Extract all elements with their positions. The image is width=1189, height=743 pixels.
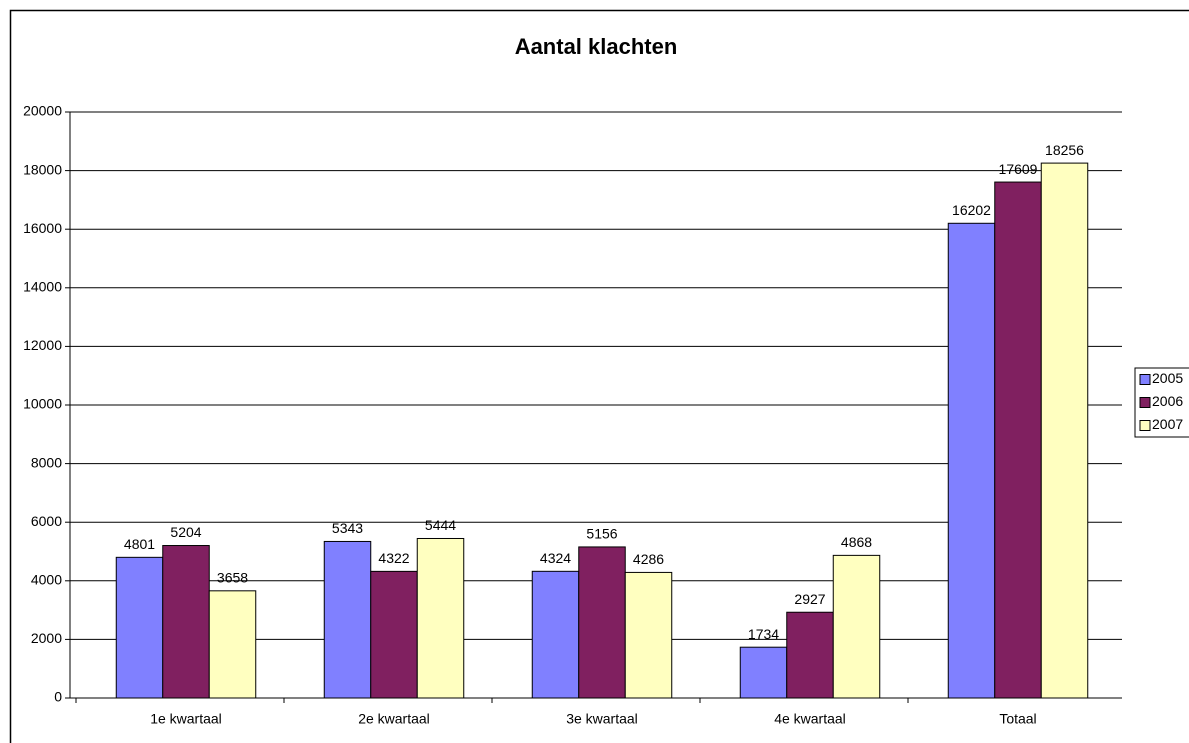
chart-title: Aantal klachten xyxy=(515,34,678,59)
bar xyxy=(416,537,465,699)
data-label: 4801 xyxy=(124,536,155,552)
bar xyxy=(323,540,372,699)
legend-swatch xyxy=(1139,420,1151,431)
bar xyxy=(531,570,580,699)
y-tick-label: 0 xyxy=(54,689,62,705)
x-tick-label: Totaal xyxy=(999,711,1036,727)
bar xyxy=(739,646,788,699)
legend-swatch xyxy=(1139,374,1151,385)
y-tick-label: 10000 xyxy=(23,396,62,412)
bar xyxy=(994,181,1042,699)
y-tick-label: 20000 xyxy=(23,103,62,119)
x-tick-label: 3e kwartaal xyxy=(566,711,638,727)
legend-swatch xyxy=(1139,397,1151,408)
y-tick-label: 14000 xyxy=(23,279,62,295)
bar xyxy=(162,545,210,699)
data-label: 4324 xyxy=(540,550,571,566)
y-tick-label: 6000 xyxy=(31,513,62,529)
y-tick-label: 2000 xyxy=(31,630,62,646)
data-label: 4868 xyxy=(841,534,872,550)
bar xyxy=(208,590,257,699)
y-tick-label: 4000 xyxy=(31,572,62,588)
data-label: 5444 xyxy=(425,517,456,533)
y-tick-label: 18000 xyxy=(23,161,62,177)
data-label: 4286 xyxy=(633,551,664,567)
data-label: 5156 xyxy=(586,526,617,542)
bar xyxy=(947,222,996,699)
bar xyxy=(115,556,164,699)
data-label: 2927 xyxy=(794,591,825,607)
bar xyxy=(624,571,673,699)
x-tick-label: 4e kwartaal xyxy=(774,711,846,727)
bar xyxy=(370,570,418,699)
y-tick-label: 16000 xyxy=(23,220,62,236)
data-label: 17609 xyxy=(999,161,1038,177)
data-label: 18256 xyxy=(1045,142,1084,158)
data-label: 5343 xyxy=(332,520,363,536)
legend-label: 2005 xyxy=(1152,370,1183,386)
bar xyxy=(832,554,881,699)
bar xyxy=(786,611,834,699)
data-label: 3658 xyxy=(217,570,248,586)
y-tick-label: 8000 xyxy=(31,454,62,470)
data-label: 16202 xyxy=(952,202,991,218)
legend-label: 2006 xyxy=(1152,393,1183,409)
bar xyxy=(578,546,626,699)
data-label: 1734 xyxy=(748,626,779,642)
x-tick-label: 2e kwartaal xyxy=(358,711,430,727)
y-tick-label: 12000 xyxy=(23,337,62,353)
x-tick-label: 1e kwartaal xyxy=(150,711,222,727)
bar xyxy=(1040,162,1089,699)
data-label: 4322 xyxy=(378,550,409,566)
legend-label: 2007 xyxy=(1152,416,1183,432)
data-label: 5204 xyxy=(170,524,201,540)
